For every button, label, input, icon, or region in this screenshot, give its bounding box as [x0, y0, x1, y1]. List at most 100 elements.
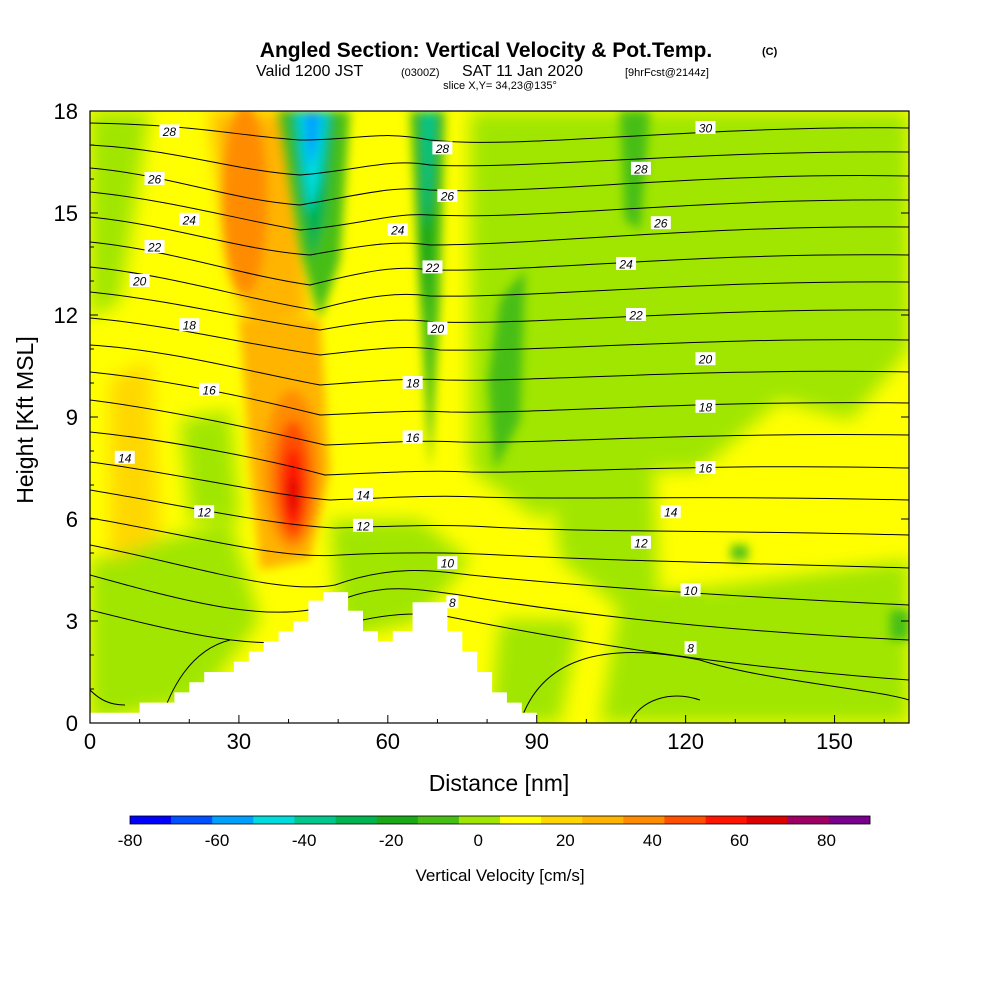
contour-label: 26 [653, 217, 668, 231]
contour-label: 18 [699, 400, 713, 414]
colorbar-swatch [294, 816, 336, 824]
contour-label: 28 [162, 125, 177, 139]
contour-label-bg [402, 430, 423, 444]
theta-contours [90, 122, 909, 723]
slice-info: slice X,Y= 34,23@135° [443, 80, 557, 92]
contour-label-bg [129, 274, 150, 287]
valid-date: SAT 11 Jan 2020 [462, 63, 583, 80]
y-tick-label: 0 [66, 711, 78, 736]
contour-label-bg [159, 124, 180, 138]
colorbar-swatch [746, 816, 789, 824]
colorbar-swatch [705, 816, 747, 824]
plot-area: 28 26 24 22 20 18 16 14 12 14 12 24 28 26 22 20 18 16 10 8 3… [90, 111, 909, 723]
contour-label-bg [650, 216, 671, 230]
contour-label-bg [179, 318, 200, 332]
colorbar-swatch [212, 816, 254, 824]
colorbar-tick-label: -20 [379, 831, 404, 850]
contour-label: 8 [687, 642, 694, 656]
contour-label: 20 [698, 353, 713, 367]
colorbar-swatch [171, 816, 213, 824]
x-tick-label: 120 [667, 729, 704, 754]
contour-label-bg [402, 376, 423, 389]
contour-label: 16 [699, 462, 713, 476]
contour-label-bg [680, 583, 701, 597]
y-tick-label: 18 [54, 99, 78, 124]
contour-label-bg [616, 257, 637, 270]
x-axis-label: Distance [nm] [429, 770, 570, 796]
colorbar-tick-label: 60 [730, 831, 749, 850]
colorbar-swatch [828, 816, 871, 824]
contour-label: 30 [699, 122, 713, 136]
contour-label-bg [695, 352, 716, 366]
colorbar-swatch [500, 816, 542, 824]
contour-label-bg [684, 641, 697, 655]
contour-label: 26 [440, 190, 455, 204]
colorbar-tick-label: 80 [817, 831, 836, 850]
velocity-cores [223, 111, 909, 660]
contour-label-bg [437, 189, 458, 202]
theta-contour-labels: 28 26 24 22 20 18 16 14 12 14 12 24 28 26 22 20 18 16 10 8 3… [114, 121, 716, 656]
valid-fcst: [9hrFcst@2144z] [625, 67, 709, 79]
contour-label-bg [427, 321, 448, 335]
contour-label: 10 [684, 584, 698, 598]
x-tick-label: 0 [84, 729, 96, 754]
contour-label-bg [144, 172, 165, 185]
contour-label: 22 [628, 309, 643, 323]
valid-line: Valid 1200 JST (0300Z) SAT 11 Jan 2020 [… [256, 63, 709, 80]
contour-label: 24 [618, 258, 633, 272]
colorbar-tick-label: -40 [292, 831, 317, 850]
y-tick-label: 3 [66, 609, 78, 634]
colorbar-swatch [376, 816, 419, 824]
colorbar-swatch [541, 816, 583, 824]
x-tick-label: 60 [376, 729, 400, 754]
contour-label-bg [695, 399, 716, 413]
contour-label: 22 [147, 241, 162, 255]
contour-label: 12 [356, 519, 370, 533]
colorbar-swatch [335, 816, 377, 824]
contour-label: 10 [441, 557, 455, 571]
contour-label-bg [630, 161, 651, 175]
colorbar-label: Vertical Velocity [cm/s] [415, 866, 584, 885]
colorbar [129, 815, 871, 825]
contour-label-bg [660, 505, 681, 519]
x-tick-label: 90 [524, 729, 548, 754]
chart-title: Angled Section: Vertical Velocity & Pot.… [260, 39, 712, 62]
contour-label-bg [630, 535, 651, 549]
y-tick-label: 6 [66, 507, 78, 532]
contour-label: 18 [183, 319, 197, 333]
contour-label: 14 [356, 489, 370, 503]
contour-label: 20 [132, 275, 147, 289]
title-mark: (C) [762, 46, 778, 58]
contour-label: 14 [664, 506, 678, 520]
contour-label-bg [199, 382, 220, 396]
contour-label-bg [179, 212, 200, 226]
contour-label: 12 [197, 506, 211, 520]
contour-label: 18 [406, 377, 420, 391]
contour-label-bg [446, 595, 459, 609]
colorbar-tick-label: 20 [556, 831, 575, 850]
contour-label-bg [144, 240, 165, 253]
y-axis-label: Height [Kft MSL] [12, 336, 38, 503]
contour-label-bg [387, 223, 408, 236]
colorbar-tick-label: -60 [205, 831, 230, 850]
terrain-mask [90, 592, 537, 723]
colorbar-swatch [582, 816, 624, 824]
contour-label-bg [422, 260, 443, 274]
y-tick-label: 9 [66, 405, 78, 430]
colorbar-swatch [417, 816, 460, 824]
colorbar-frame [129, 815, 871, 825]
contour-label: 22 [425, 261, 440, 275]
contour-label: 24 [390, 224, 405, 238]
contour-label: 12 [634, 536, 648, 550]
x-axis: 0 30 60 90 120 150 [84, 715, 885, 754]
y-axis: 0 3 6 9 12 15 18 [54, 99, 909, 736]
contour-label-bg [353, 488, 373, 502]
valid-prefix: Valid 1200 JST [256, 63, 364, 80]
colorbar-tick-labels: -80 -60 -40 -20 0 20 40 60 80 [118, 831, 836, 850]
contour-label: 16 [406, 431, 420, 445]
colorbar-swatch [130, 816, 172, 824]
contour-label-bg [194, 505, 215, 519]
x-tick-label: 30 [227, 729, 251, 754]
contour-label-bg [626, 308, 646, 321]
